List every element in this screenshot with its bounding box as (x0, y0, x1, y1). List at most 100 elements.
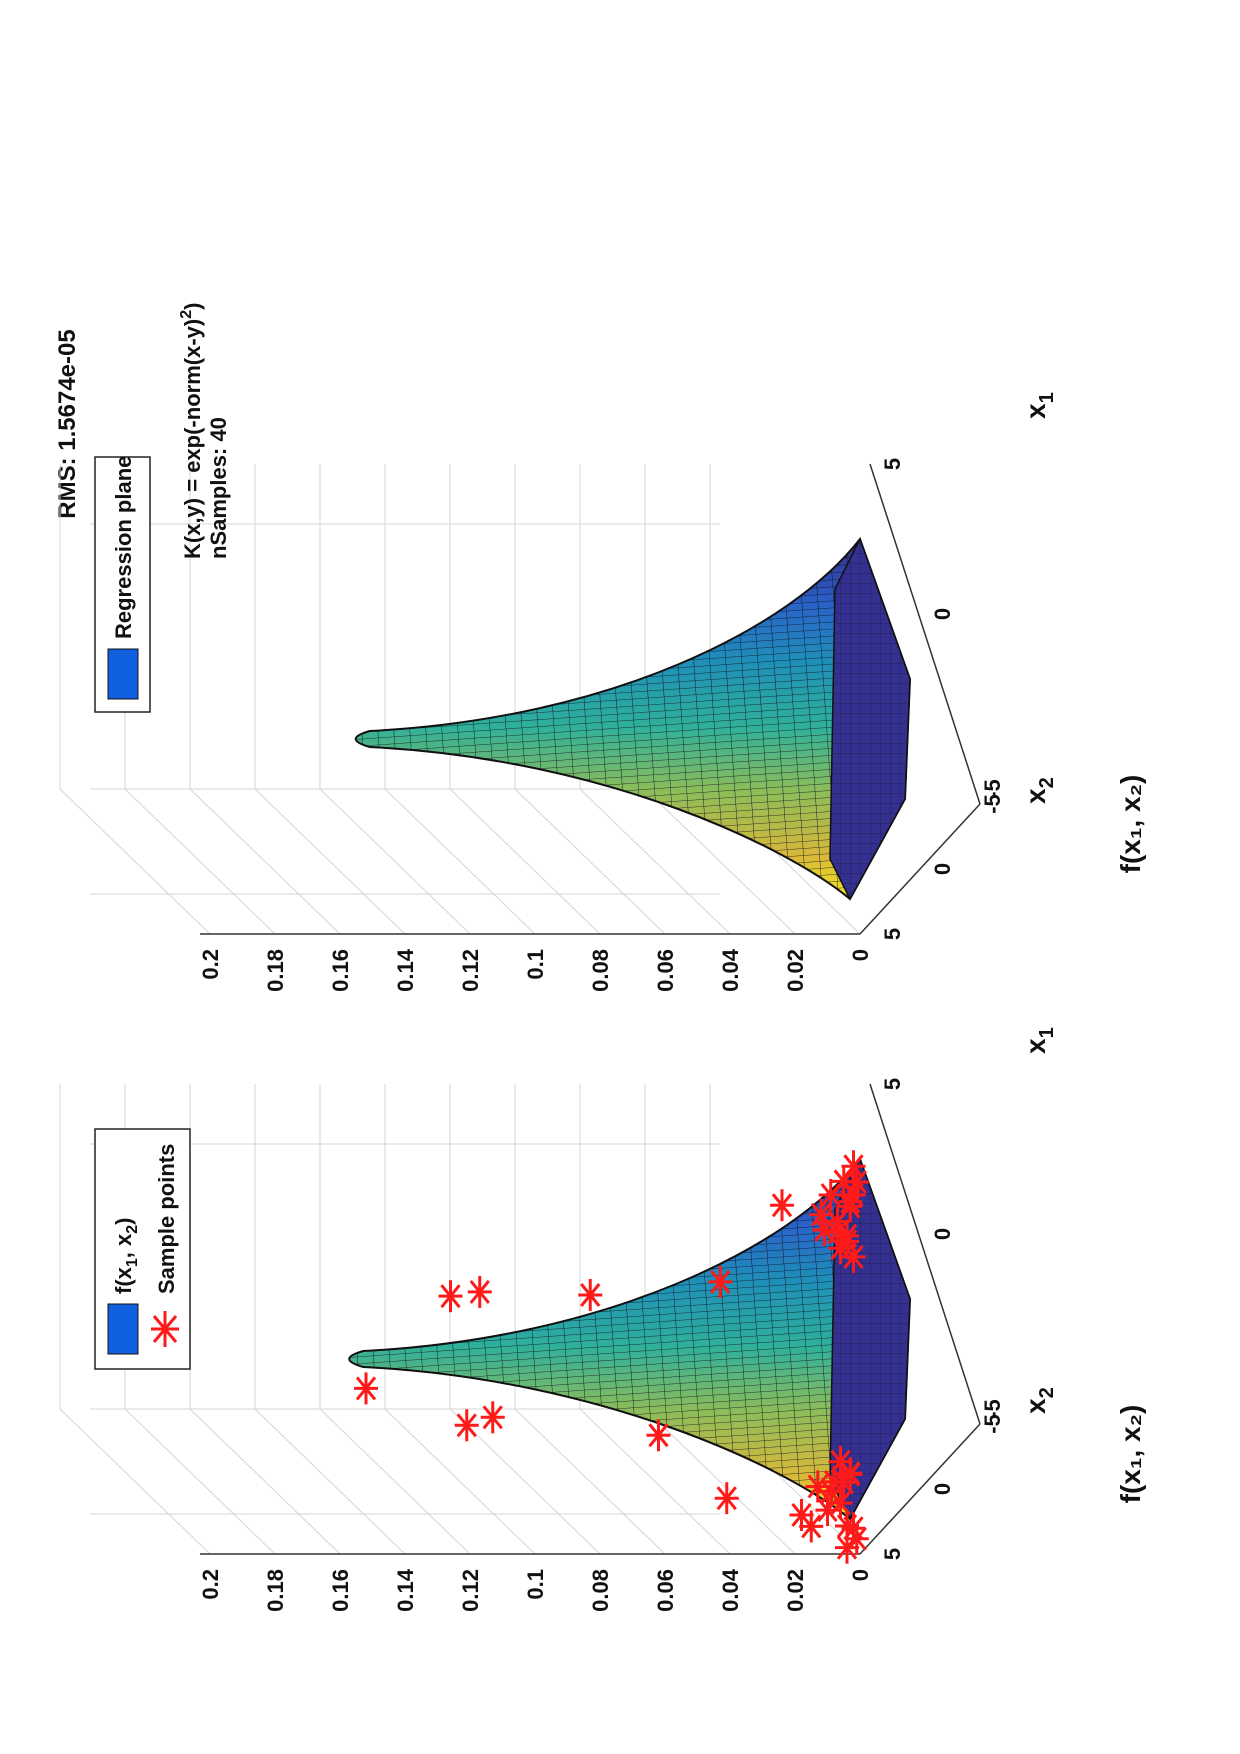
x1-tick-label: 5 (880, 458, 905, 470)
z-tick-label: 0.04 (718, 1568, 743, 1612)
gridline-z (59, 464, 211, 935)
p2-legend-surface-swatch (107, 648, 139, 700)
p1-sample-points (354, 1150, 869, 1564)
p1-z-label-f: f(x₁, x₂) (1115, 1405, 1146, 1504)
p1-z-tick-labels: 0 0.02 0.04 0.06 0.08 0.1 0.12 0.14 0.16 0.18 0.2 (198, 1568, 873, 1612)
svg-text:K(x,y) = exp(-norm(x-y)2): K(x,y) = exp(-norm(x-y)2) (178, 303, 205, 559)
z-tick-label: 0.12 (458, 949, 483, 992)
p1-legend-asterisk-icon (151, 1311, 179, 1347)
z-tick-label: 0.14 (393, 948, 418, 992)
gridline-z (254, 464, 406, 935)
p2-x2-tick-labels: 5 0 -5 (880, 794, 1005, 940)
sample-point-asterisk (844, 1166, 869, 1199)
sample-point-asterisk (646, 1419, 671, 1452)
sample-point-asterisk (467, 1275, 492, 1308)
z-tick-label: 0.12 (458, 1569, 483, 1612)
p2-x2-label: x2 (1020, 777, 1058, 804)
p1-z-axis-label: f(x₁, x₂) (1115, 1405, 1146, 1504)
sample-point-asterisk (841, 1512, 866, 1545)
p2-legend-surface-label: Regression plane (111, 456, 136, 639)
sample-point-asterisk (818, 1179, 843, 1212)
x1-axis-line (869, 463, 981, 805)
z-tick-label: 0 (848, 1569, 873, 1581)
sample-point-asterisk (812, 1213, 837, 1246)
x2-axis-line (859, 803, 981, 935)
x1-tick-label: 0 (930, 1228, 955, 1240)
surface-base-mesh (830, 539, 910, 899)
z-tick-label: 0.18 (263, 1569, 288, 1612)
sample-point-asterisk (714, 1482, 739, 1515)
sample-point-asterisk (838, 1190, 863, 1223)
gridline-z (384, 464, 536, 935)
p1-x1-label: x1 (1020, 1027, 1058, 1054)
p2-x1-tick-labels: -5 0 5 (880, 458, 1005, 799)
sample-point-asterisk (438, 1280, 463, 1313)
x1-tick-label: 5 (880, 1078, 905, 1090)
svg-text:x1: x1 (1020, 392, 1058, 419)
p1-x2-label: x2 (1020, 1387, 1058, 1414)
surface-mesh (355, 539, 910, 899)
sample-point-asterisk (708, 1265, 733, 1298)
p2-z-axis-label: f(x₁, x₂) (1115, 775, 1146, 874)
z-tick-label: 0 (848, 949, 873, 961)
sample-point-asterisk (770, 1189, 794, 1222)
x2-tick-label: 0 (930, 1483, 955, 1495)
p2-legend: Regression plane (94, 456, 151, 713)
x1-tick-label: -5 (980, 779, 1005, 799)
gridline-z (319, 1084, 471, 1555)
svg-text:nSamples: 40: nSamples: 40 (206, 417, 231, 559)
svg-text:x2: x2 (1020, 1387, 1058, 1414)
p1-surface (348, 1156, 912, 1521)
z-tick-label: 0.16 (328, 949, 353, 992)
svg-text:x2: x2 (1020, 777, 1058, 804)
sample-point-asterisk (454, 1409, 479, 1442)
x2-axis-line (859, 1423, 981, 1555)
p1-x2-tick-labels: 5 0 -5 (880, 1414, 1005, 1560)
z-tick-label: 0.06 (653, 949, 678, 992)
x1-tick-label: 0 (930, 608, 955, 620)
gridline-z (319, 464, 471, 935)
p1-axes (200, 1083, 981, 1555)
svg-text:x1: x1 (1020, 1027, 1058, 1054)
panel-regression-surface: RMS: 1.5674e-05 0 0.02 0.04 0.06 0.08 0.1 0.12… (54, 303, 1146, 992)
x2-tick-label: 0 (930, 863, 955, 875)
sample-point-asterisk (841, 1240, 866, 1273)
sample-point-asterisk (480, 1401, 505, 1434)
z-tick-label: 0.2 (198, 1569, 223, 1600)
z-tick-label: 0.08 (588, 1569, 613, 1612)
p2-surface (354, 536, 912, 901)
z-tick-label: 0.08 (588, 949, 613, 992)
sample-point-asterisk (828, 1487, 853, 1520)
z-tick-label: 0.02 (783, 949, 808, 992)
x2-tick-label: -5 (980, 1414, 1005, 1434)
p1-x1-tick-labels: -5 0 5 (880, 1078, 1005, 1419)
sample-point-asterisk (578, 1278, 603, 1311)
z-tick-label: 0.1 (523, 949, 548, 980)
gridline-z (384, 1084, 536, 1555)
sample-point-asterisk (809, 1198, 833, 1231)
p2-axes (200, 463, 981, 935)
x2-tick-label: -5 (980, 794, 1005, 814)
p1-legend-points-label: Sample points (154, 1144, 179, 1294)
p2-title: RMS: 1.5674e-05 (54, 329, 81, 518)
x2-tick-label: 5 (880, 928, 905, 940)
x1-tick-label: -5 (980, 1399, 1005, 1419)
z-tick-label: 0.02 (783, 1569, 808, 1612)
p2-z-tick-labels: 0 0.02 0.04 0.06 0.08 0.1 0.12 0.14 0.16 0.18 0.2 (198, 948, 873, 992)
z-tick-label: 0.04 (718, 948, 743, 992)
sample-point-asterisk (799, 1510, 824, 1543)
gridline-z (254, 1084, 406, 1555)
sample-point-asterisk (805, 1470, 830, 1503)
z-tick-label: 0.1 (523, 1569, 548, 1600)
z-tick-label: 0.16 (328, 1569, 353, 1612)
p1-legend-surface-swatch (107, 1303, 139, 1355)
panel-sample-surface: 00.020.040.060.080.10.120.140.160.180.2 … (59, 1027, 1146, 1612)
x2-tick-label: 5 (880, 1548, 905, 1560)
sample-point-asterisk (838, 1457, 863, 1490)
surface-mesh (349, 1159, 910, 1519)
p1-legend: f(x1, x2) Sample points (94, 1128, 191, 1370)
gridline-z (189, 1084, 341, 1555)
gridline-z (59, 1084, 211, 1555)
sample-point-asterisk (354, 1372, 378, 1405)
